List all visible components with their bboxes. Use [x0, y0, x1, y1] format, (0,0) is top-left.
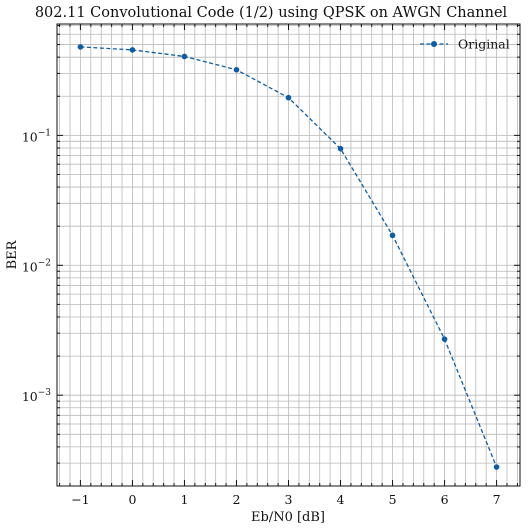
- data-series: [77, 44, 500, 470]
- x-tick-label: 7: [493, 492, 501, 507]
- data-point: [233, 66, 240, 73]
- x-tick-label: 5: [389, 492, 397, 507]
- data-point: [77, 44, 84, 50]
- data-point: [441, 336, 448, 342]
- y-tick-exponent: −2: [38, 258, 51, 268]
- x-tick-labels: −1 0 1 2 3 4 5 6 7: [71, 492, 500, 507]
- y-tick-labels: 10−1 10−2 10−3: [22, 128, 51, 404]
- axis-ticks: [57, 24, 520, 487]
- x-tick-label: 6: [441, 492, 449, 507]
- y-tick-base: 10: [22, 389, 38, 404]
- data-point: [181, 53, 188, 60]
- grid: [57, 24, 520, 487]
- x-tick-label: 4: [337, 492, 345, 507]
- x-tick-label: 0: [128, 492, 136, 507]
- y-axis-label: BER: [5, 239, 20, 269]
- legend-marker: [431, 41, 437, 47]
- x-tick-label: 3: [285, 492, 293, 507]
- data-point: [285, 94, 292, 101]
- x-tick-label: −1: [71, 492, 89, 507]
- chart-title: 802.11 Convolutional Code (1/2) using QP…: [35, 5, 508, 21]
- y-tick-exponent: −1: [38, 128, 51, 138]
- data-point: [129, 47, 136, 53]
- data-point: [337, 145, 344, 152]
- data-point: [493, 464, 500, 470]
- x-axis-label: Eb/N0 [dB]: [251, 510, 325, 525]
- y-tick-label: 10−2: [22, 258, 51, 274]
- x-tick-label: 1: [180, 492, 188, 507]
- y-tick-base: 10: [22, 129, 38, 144]
- legend: Original: [420, 37, 510, 52]
- data-point: [389, 232, 396, 239]
- y-tick-exponent: −3: [38, 388, 52, 398]
- y-tick-label: 10−1: [22, 128, 51, 144]
- legend-label: Original: [458, 37, 510, 52]
- x-tick-label: 2: [233, 492, 241, 507]
- y-tick-label: 10−3: [22, 388, 51, 404]
- y-tick-base: 10: [22, 259, 38, 274]
